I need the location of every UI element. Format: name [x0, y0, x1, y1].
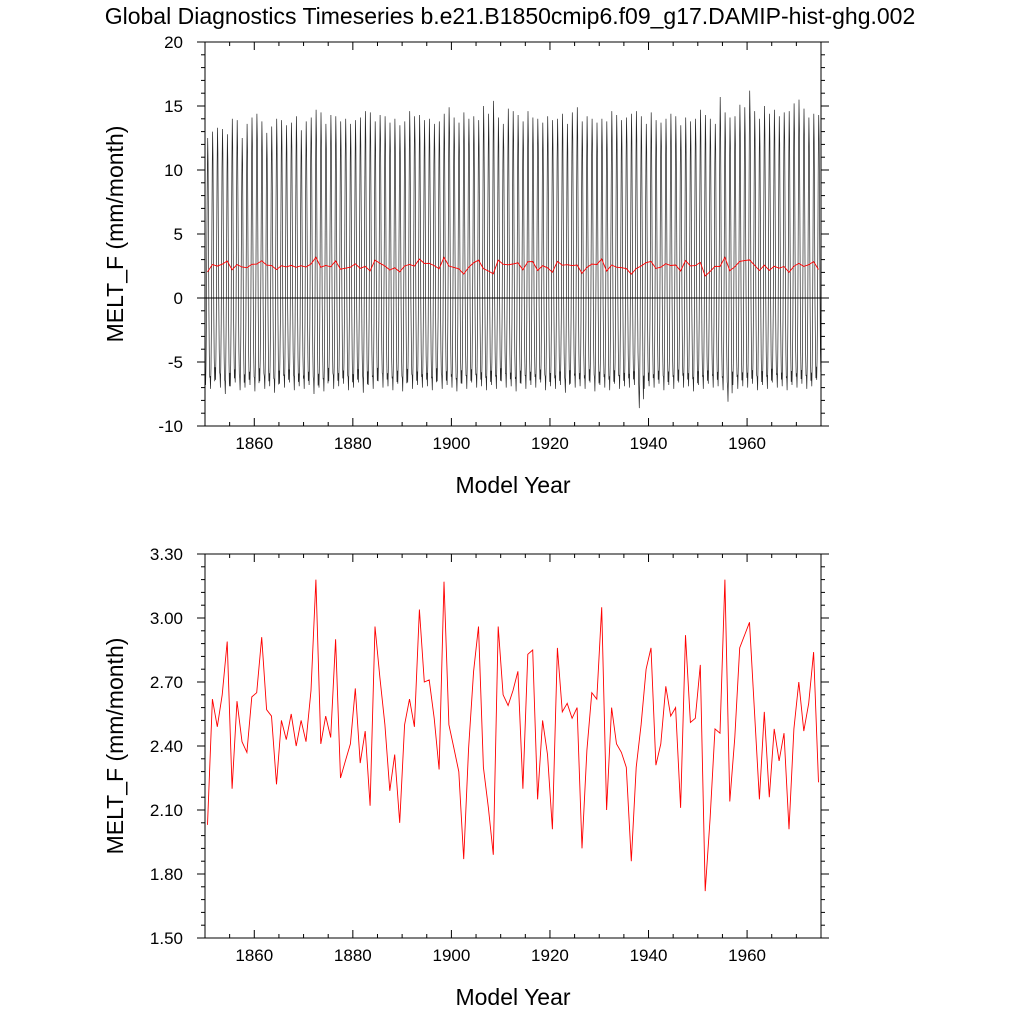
y-tick-label: 3.30: [150, 545, 183, 564]
y-tick-label: 20: [164, 33, 183, 52]
x-axis-title: Model Year: [455, 984, 570, 1010]
x-tick-label: 1880: [334, 946, 372, 965]
y-axis-title: MELT_F (mm/month): [102, 126, 128, 343]
y-axis-title: MELT_F (mm/month): [102, 638, 128, 855]
x-tick-label: 1880: [334, 434, 372, 453]
panel-top: 1860 1880 1900 1920 1940 1960 -10 -5 0 5 10 15 20 Mod…: [102, 33, 829, 498]
y-tick-label: 10: [164, 161, 183, 180]
y-tick-label: -5: [168, 353, 183, 372]
x-tick-label: 1920: [531, 434, 569, 453]
y-tick-label: 3.00: [150, 609, 183, 628]
monthly-series-line: [204, 90, 822, 409]
x-tick-label: 1920: [531, 946, 569, 965]
x-tick-label: 1860: [235, 434, 273, 453]
x-axis-title: Model Year: [455, 472, 570, 498]
y-tick-label: 15: [164, 97, 183, 116]
x-tick-label: 1860: [235, 946, 273, 965]
y-tick-label: 0: [174, 289, 183, 308]
y-tick-label: 5: [174, 225, 183, 244]
x-tick-label: 1900: [432, 946, 470, 965]
panel-bottom: 1860 1880 1900 1920 1940 1960 1.50 1.80 2.10 2.40…: [102, 545, 829, 1010]
annual-mean-line: [207, 579, 819, 892]
x-tick-label: 1960: [728, 434, 766, 453]
y-tick-label: 1.80: [150, 865, 183, 884]
annual-mean-line-top: [207, 256, 819, 277]
y-tick-label: -10: [158, 417, 183, 436]
x-tick-label: 1960: [728, 946, 766, 965]
y-tick-label: 2.70: [150, 673, 183, 692]
chart-title: Global Diagnostics Timeseries b.e21.B185…: [105, 3, 916, 29]
y-tick-label: 2.10: [150, 801, 183, 820]
x-tick-label: 1940: [630, 946, 668, 965]
y-tick-label: 1.50: [150, 929, 183, 948]
x-tick-label: 1940: [630, 434, 668, 453]
y-tick-label: 2.40: [150, 737, 183, 756]
x-tick-label: 1900: [432, 434, 470, 453]
